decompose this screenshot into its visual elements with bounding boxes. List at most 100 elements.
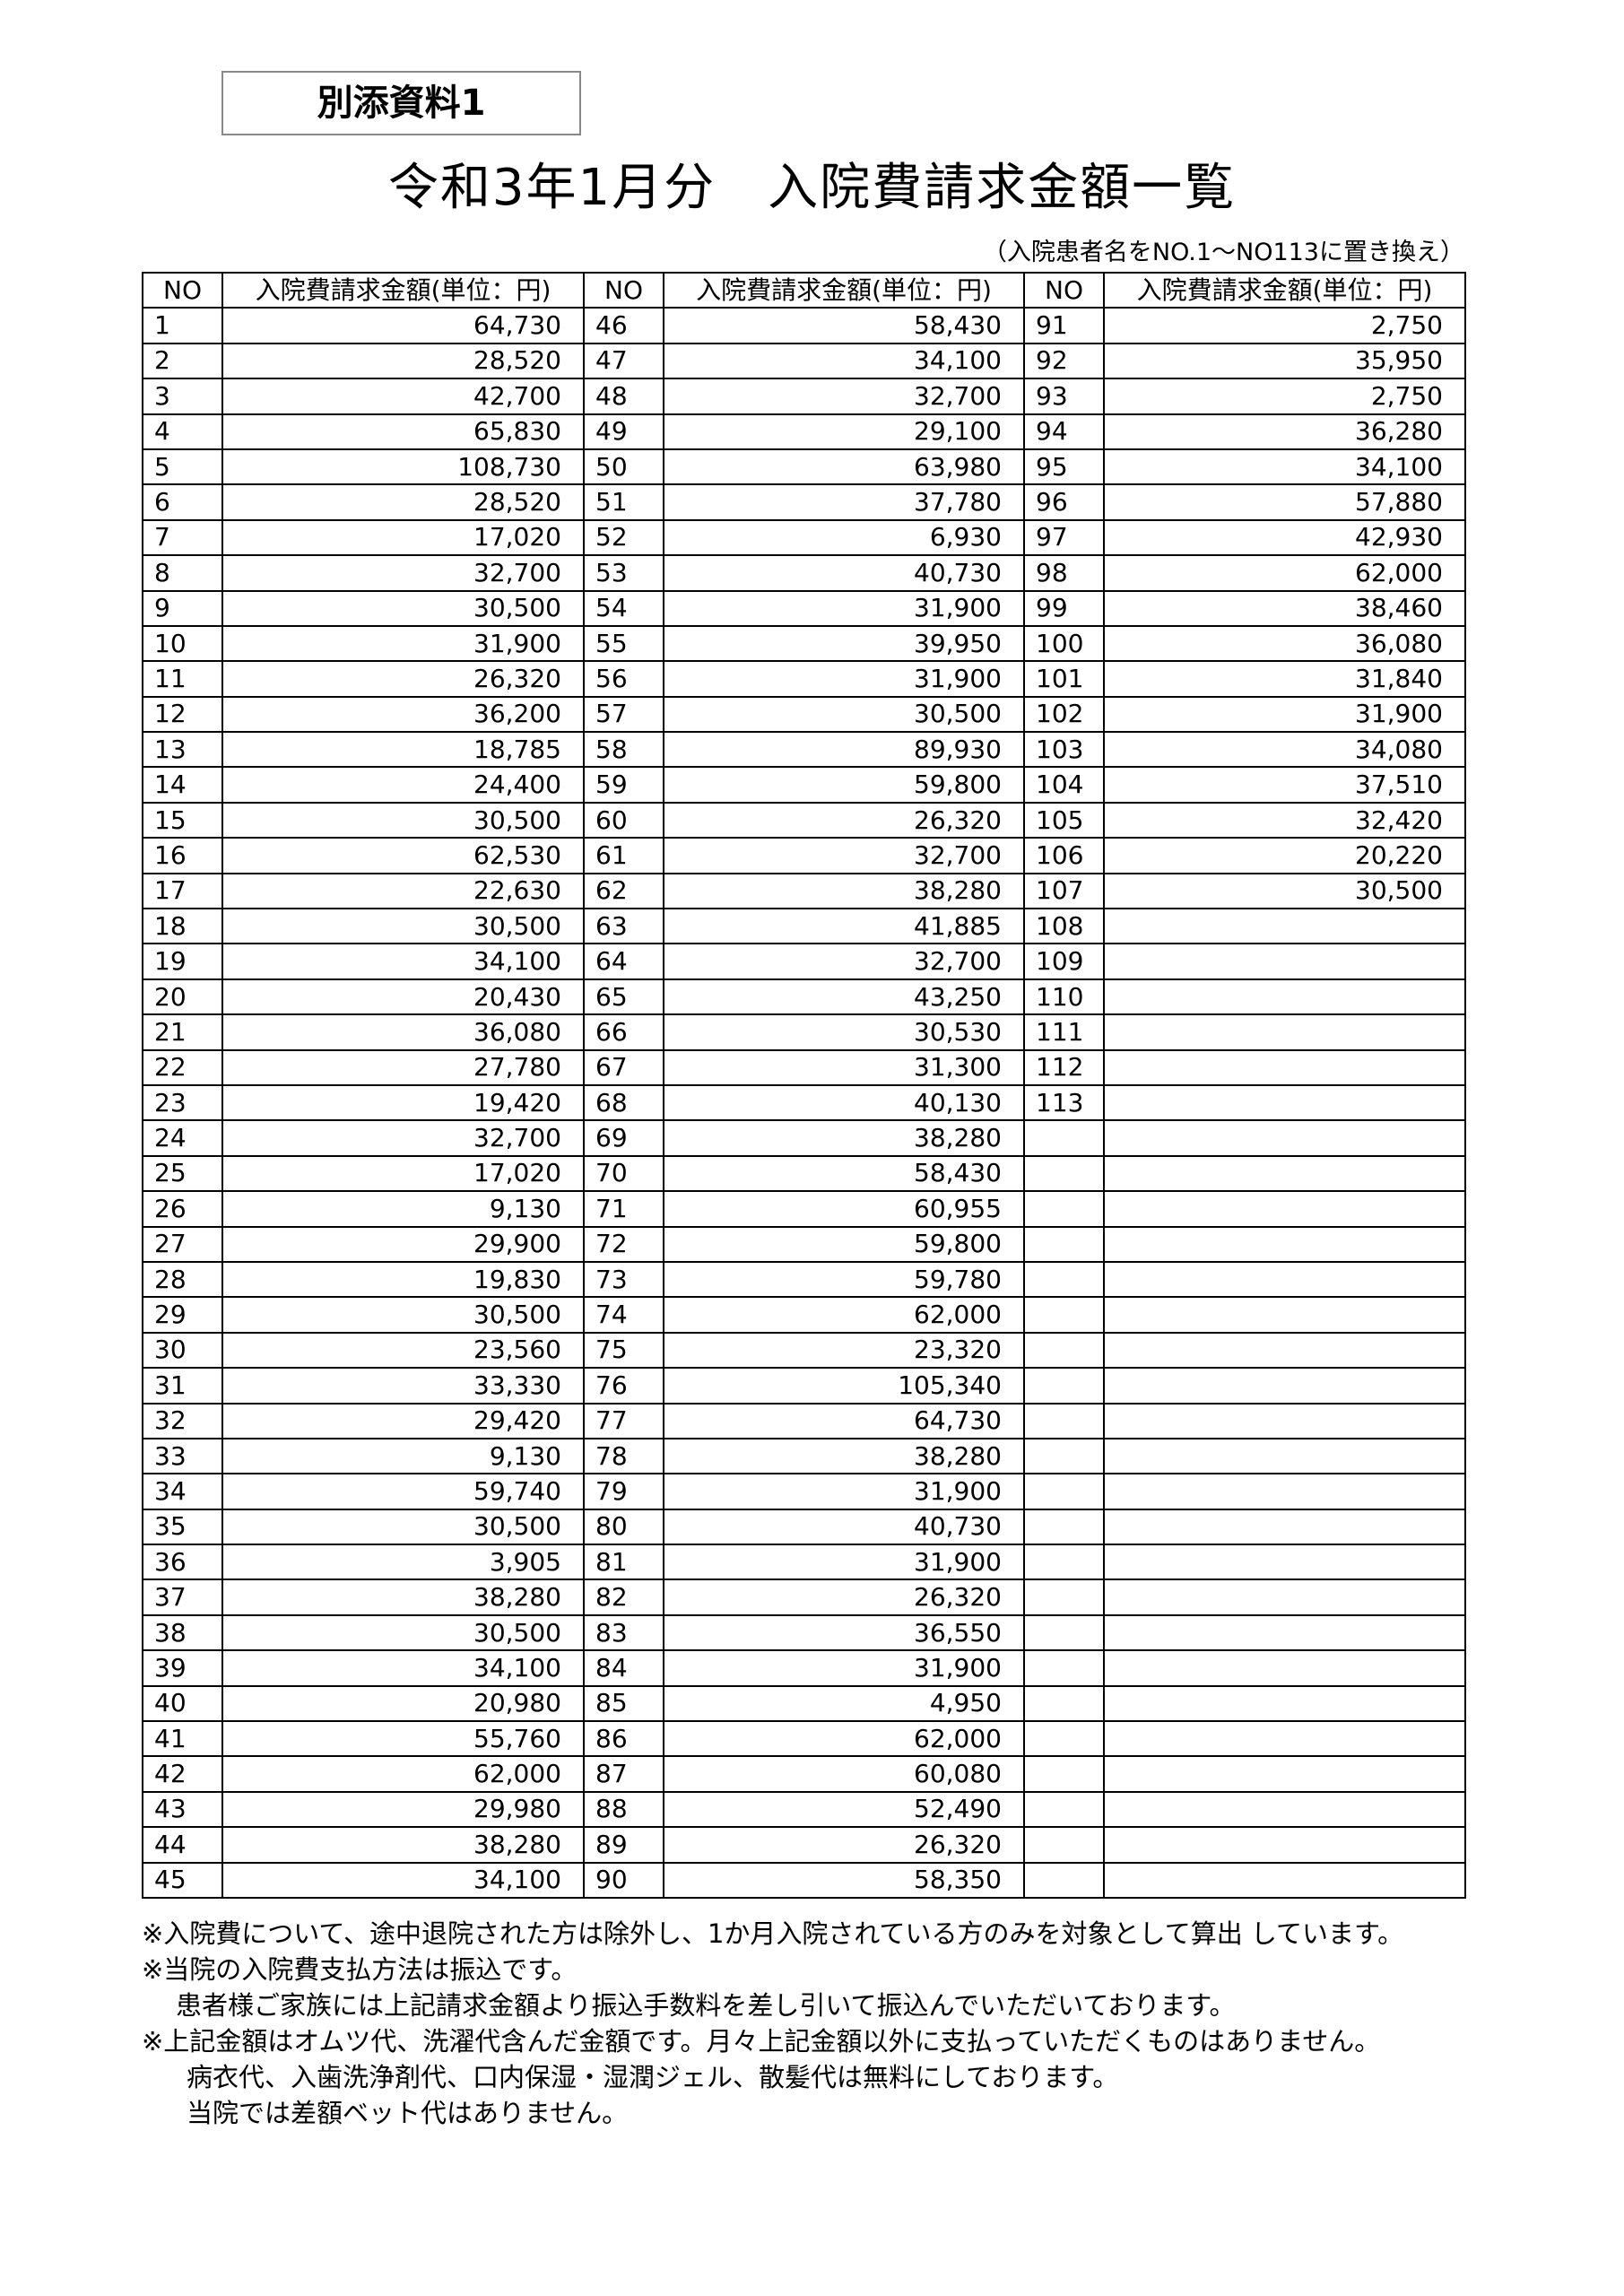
cell-no: 4 [142,413,223,450]
cell-amount: 108,730 [221,448,585,486]
cell-amount: 31,900 [663,1649,1025,1687]
cell-no: 27 [142,1225,223,1263]
header-no: NO [142,271,223,309]
cell-amount: 17,020 [221,518,585,557]
cell-amount: 62,000 [1103,554,1466,592]
cell-amount: 31,300 [663,1048,1025,1086]
cell-no: 28 [142,1260,223,1299]
cell-no: 34 [142,1473,223,1510]
cell-no: 79 [583,1473,664,1510]
cell-amount: 24,400 [221,766,585,804]
cell-no: 82 [583,1578,664,1616]
cell-no: 101 [1023,660,1105,698]
cell-amount: 62,530 [221,837,585,874]
cell-no: 46 [583,307,664,344]
cell-no: 83 [583,1613,664,1652]
cell-amount [1103,1790,1466,1829]
cell-amount: 2,750 [1103,307,1466,344]
cell-amount: 29,900 [221,1225,585,1263]
cell-no: 92 [1023,342,1105,380]
cell-amount: 28,520 [221,483,585,521]
cell-amount [1103,1367,1466,1405]
cell-amount: 33,330 [221,1367,585,1405]
cell-no: 18 [142,908,223,945]
cell-no: 19 [142,943,223,980]
cell-no: 70 [583,1154,664,1193]
cell-amount [1103,1154,1466,1193]
cell-amount: 30,500 [221,589,585,627]
cell-no: 25 [142,1154,223,1193]
cell-no: 99 [1023,589,1105,627]
cell-amount: 29,980 [221,1790,585,1829]
cell-amount: 40,730 [663,554,1025,592]
cell-amount: 60,955 [663,1190,1025,1228]
table-row: 42 62,000 87 60,080 [142,1755,1466,1793]
table-body: 1 64,730 46 58,430 91 2,750 2 28,520 47 34,100 92 3… [142,307,1466,1899]
cell-no: 89 [583,1826,664,1864]
table-header-row: NO 入院費請求金額(単位：円) NO 入院費請求金額(単位：円) NO 入院費… [142,271,1466,309]
table-row: 38 30,500 83 36,550 [142,1613,1466,1652]
cell-amount: 6,930 [663,518,1025,557]
cell-amount: 40,130 [663,1083,1025,1122]
cell-amount: 36,550 [663,1613,1025,1652]
cell-no: 76 [583,1367,664,1405]
cell-no: 52 [583,518,664,557]
cell-amount: 32,700 [221,1119,585,1157]
cell-amount: 9,130 [221,1437,585,1475]
cell-no: 91 [1023,307,1105,344]
cell-no: 44 [142,1826,223,1864]
cell-amount: 41,885 [663,908,1025,945]
cell-no: 20 [142,978,223,1016]
cell-amount: 34,100 [221,1861,585,1899]
table-row: 17 22,630 62 38,280 107 30,500 [142,872,1466,910]
cell-no: 85 [583,1684,664,1723]
cell-no [1023,1826,1105,1864]
cell-amount: 4,950 [663,1684,1025,1723]
note-line: ※当院の入院費支払方法は振込です。 [142,1954,578,1985]
cell-amount: 18,785 [221,731,585,769]
cell-no: 35 [142,1508,223,1546]
table-row: 10 31,900 55 39,950 100 36,080 [142,624,1466,663]
cell-amount [1103,1013,1466,1051]
attachment-label: 別添資料1 [221,71,581,135]
table-row: 36 3,905 81 31,900 [142,1544,1466,1581]
cell-no: 42 [142,1755,223,1793]
cell-amount: 9,130 [221,1190,585,1228]
cell-amount [1103,978,1466,1016]
cell-no: 60 [583,801,664,839]
cell-no: 45 [142,1861,223,1899]
cell-no: 56 [583,660,664,698]
cell-amount [1103,1260,1466,1299]
table-row: 15 30,500 60 26,320 105 32,420 [142,801,1466,839]
cell-amount: 57,880 [1103,483,1466,521]
table-row: 26 9,130 71 60,955 [142,1190,1466,1228]
cell-no: 30 [142,1331,223,1370]
cell-amount: 19,420 [221,1083,585,1122]
table-row: 14 24,400 59 59,800 104 37,510 [142,766,1466,804]
cell-no: 73 [583,1260,664,1299]
cell-amount: 64,730 [663,1402,1025,1439]
table-row: 16 62,530 61 32,700 106 20,220 [142,837,1466,874]
cell-no: 66 [583,1013,664,1051]
cell-amount: 58,430 [663,307,1025,344]
table-row: 11 26,320 56 31,900 101 31,840 [142,660,1466,698]
cell-no: 9 [142,589,223,627]
cell-no: 106 [1023,837,1105,874]
cell-no: 1 [142,307,223,344]
table-row: 40 20,980 85 4,950 [142,1684,1466,1723]
cell-amount: 32,420 [1103,801,1466,839]
cell-no: 49 [583,413,664,450]
cell-amount: 31,900 [663,589,1025,627]
billing-table: NO 入院費請求金額(単位：円) NO 入院費請求金額(単位：円) NO 入院費… [142,271,1466,1899]
cell-amount [1103,1861,1466,1899]
cell-no: 72 [583,1225,664,1263]
cell-no: 22 [142,1048,223,1086]
cell-amount [1103,1119,1466,1157]
cell-no: 103 [1023,731,1105,769]
table-row: 20 20,430 65 43,250 110 [142,978,1466,1016]
table-row: 18 30,500 63 41,885 108 [142,908,1466,945]
cell-amount: 23,560 [221,1331,585,1370]
cell-no: 65 [583,978,664,1016]
cell-no [1023,1154,1105,1193]
cell-amount: 59,800 [663,766,1025,804]
